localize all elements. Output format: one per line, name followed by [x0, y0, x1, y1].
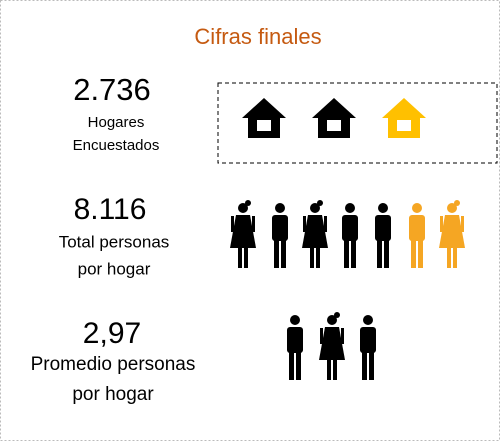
person-icon: [319, 312, 345, 380]
person-icon: [409, 203, 425, 268]
label: por hogar: [78, 259, 151, 278]
value: 8.116: [74, 193, 147, 226]
icon-box: [217, 82, 498, 164]
person-icon: [342, 203, 358, 268]
value: 2,97: [83, 317, 141, 350]
person-icon: [230, 200, 256, 268]
label: Encuestados: [73, 137, 160, 154]
house-icon: [382, 98, 426, 138]
person-icon: [287, 315, 303, 380]
person-icon: [375, 203, 391, 268]
label: Total personas: [59, 232, 170, 251]
label: Promedio personas: [31, 354, 196, 375]
house-icon: [312, 98, 356, 138]
label: Hogares: [88, 114, 145, 131]
title: Cifras finales: [194, 24, 321, 49]
person-icon: [302, 200, 328, 268]
label: por hogar: [72, 384, 154, 405]
house-icon: [242, 98, 286, 138]
value: 2.736: [73, 72, 151, 107]
person-icon: [272, 203, 288, 268]
person-icon: [360, 315, 376, 380]
person-icon: [439, 200, 465, 268]
